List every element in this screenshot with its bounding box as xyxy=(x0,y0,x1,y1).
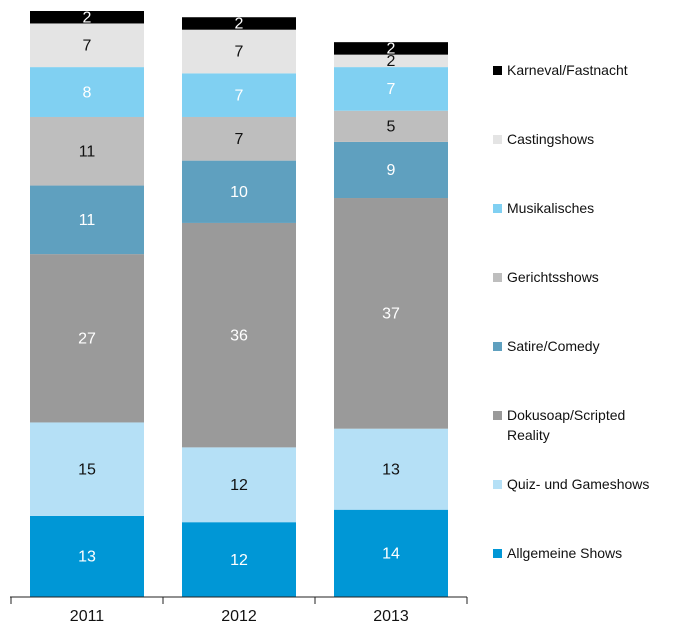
value-label: 13 xyxy=(382,461,400,478)
bar-segment xyxy=(182,522,296,597)
bar-segment xyxy=(334,67,448,111)
legend-swatch xyxy=(493,342,502,351)
bar-segment xyxy=(182,29,296,74)
value-label: 2 xyxy=(83,9,92,26)
legend-swatch xyxy=(493,273,502,282)
value-label: 2 xyxy=(387,41,396,58)
value-label: 10 xyxy=(230,184,248,201)
value-label: 2 xyxy=(387,53,396,70)
value-label: 12 xyxy=(230,552,248,569)
bar-segment xyxy=(30,11,144,24)
bar-segment xyxy=(182,447,296,523)
bar-segment xyxy=(30,185,144,255)
legend-swatch xyxy=(493,549,502,558)
bar-segment xyxy=(334,198,448,429)
value-label: 11 xyxy=(79,212,96,229)
value-label: 7 xyxy=(235,44,244,61)
bar-segment xyxy=(334,110,448,142)
bar-segment xyxy=(334,509,448,597)
bar-segment xyxy=(30,67,144,117)
legend-item: Castingshows xyxy=(493,129,671,149)
legend-label: Castingshows xyxy=(507,131,595,147)
bar-segment xyxy=(182,222,296,448)
value-label: 27 xyxy=(78,331,96,348)
legend-label: Gerichtsshows xyxy=(507,269,599,285)
value-label: 11 xyxy=(79,143,96,160)
value-label: 7 xyxy=(235,131,244,148)
legend-item: Karneval/Fastnacht xyxy=(493,60,671,80)
value-label: 8 xyxy=(83,84,92,101)
bar-segment xyxy=(30,116,144,186)
legend-swatch xyxy=(493,66,502,75)
value-label: 12 xyxy=(230,477,248,494)
legend-label: Dokusoap/Scripted Reality xyxy=(507,407,626,443)
legend-item: Gerichtsshows xyxy=(493,267,671,287)
value-label: 15 xyxy=(78,461,96,478)
value-label: 13 xyxy=(78,549,96,566)
legend-label: Quiz- und Gameshows xyxy=(507,476,650,492)
bar-segment xyxy=(182,17,296,30)
legend-item: Allgemeine Shows xyxy=(493,543,671,563)
bar-segment xyxy=(30,515,144,597)
legend-label: Satire/Comedy xyxy=(507,338,600,354)
bar-segment xyxy=(182,116,296,161)
legend-label: Musikalisches xyxy=(507,200,595,216)
value-label: 5 xyxy=(387,119,396,136)
bar-segment xyxy=(30,254,144,423)
bar-segment xyxy=(30,23,144,68)
value-label: 9 xyxy=(387,162,396,179)
legend-label: Allgemeine Shows xyxy=(507,545,623,561)
value-label: 7 xyxy=(235,87,244,104)
bar-segment xyxy=(334,141,448,199)
legend-swatch xyxy=(493,480,502,489)
legend-swatch xyxy=(493,135,502,144)
bar-segment xyxy=(182,160,296,223)
value-label: 14 xyxy=(382,546,400,563)
bar-segment xyxy=(30,422,144,516)
value-label: 7 xyxy=(387,81,396,98)
legend-label: Karneval/Fastnacht xyxy=(507,62,628,78)
legend-item: Satire/Comedy xyxy=(493,336,671,356)
value-label: 7 xyxy=(83,38,92,55)
value-label: 2 xyxy=(235,16,244,33)
bar-segment xyxy=(334,54,448,68)
x-tick-label: 2013 xyxy=(373,608,409,625)
value-label: 36 xyxy=(230,327,248,344)
value-label: 37 xyxy=(382,306,400,323)
legend-item: Dokusoap/Scripted Reality xyxy=(493,405,671,445)
x-tick-label: 2011 xyxy=(70,608,105,625)
legend-swatch xyxy=(493,204,502,213)
bar-segment xyxy=(334,428,448,510)
legend-swatch xyxy=(493,411,502,420)
bar-segment xyxy=(334,42,448,55)
legend-item: Musikalisches xyxy=(493,198,671,218)
legend-item: Quiz- und Gameshows xyxy=(493,474,671,494)
x-tick-label: 2012 xyxy=(221,608,257,625)
bar-segment xyxy=(182,73,296,117)
